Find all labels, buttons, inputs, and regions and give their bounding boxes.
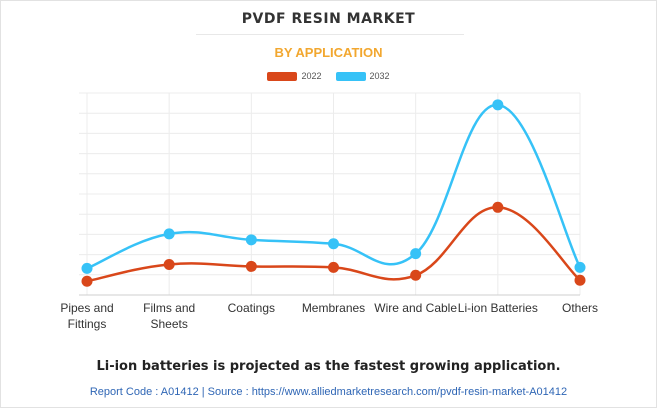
data-point-2032[interactable]: [410, 248, 422, 260]
x-tick-label: Others: [562, 301, 598, 315]
series-line-2032: [86, 103, 582, 270]
legend-item-2022[interactable]: 2022: [267, 71, 322, 81]
data-point-2022[interactable]: [81, 275, 93, 287]
data-point-2022[interactable]: [328, 261, 339, 273]
legend-swatch-2022: [267, 71, 298, 81]
x-tick-label: Li-ion Batteries: [458, 301, 538, 315]
legend-label-2032: 2032: [369, 71, 390, 81]
x-tick-label-line: Coatings: [228, 301, 275, 315]
chart-subtitle: BY APPLICATION: [274, 45, 383, 60]
x-tick-label-line: Others: [562, 301, 598, 315]
data-point-2022[interactable]: [245, 260, 257, 272]
x-tick-label-line: Films and: [143, 301, 195, 315]
x-tick-label-line: Li-ion Batteries: [458, 301, 538, 315]
data-point-2032[interactable]: [328, 238, 339, 250]
x-tick-label: Wire and Cable: [374, 301, 457, 315]
x-axis-tick-labels: Pipes and Fittings Films and Sheets Coatings…: [60, 301, 598, 331]
data-point-2032[interactable]: [81, 262, 93, 274]
x-tick-label-line: Fittings: [68, 317, 107, 331]
data-point-2022[interactable]: [492, 201, 504, 213]
legend-swatch-2032: [335, 71, 366, 81]
series-layer: [81, 99, 586, 287]
data-point-2032[interactable]: [492, 99, 504, 111]
chart-title: PVDF RESIN MARKET: [241, 11, 416, 27]
x-tick-label-line: Sheets: [150, 317, 187, 331]
x-tick-label-line: Pipes and: [60, 301, 113, 315]
data-point-2032[interactable]: [574, 261, 586, 273]
key-insight-text: Li-ion batteries is projected as the fas…: [96, 359, 561, 374]
source-link[interactable]: Report Code : A01412 | Source : https://…: [89, 386, 568, 398]
title-divider: [196, 34, 464, 35]
legend-item-2032[interactable]: 2032: [335, 71, 390, 81]
x-tick-label: Coatings: [228, 301, 275, 315]
x-tick-label: Films and Sheets: [143, 301, 195, 331]
data-point-2022[interactable]: [410, 269, 422, 281]
data-point-2032[interactable]: [163, 228, 175, 240]
x-tick-label: Pipes and Fittings: [60, 301, 113, 331]
data-point-2022[interactable]: [163, 258, 175, 270]
data-point-2032[interactable]: [245, 234, 257, 246]
chart-legend: 2022 2032: [1, 71, 656, 81]
x-tick-label-line: Wire and Cable: [374, 301, 457, 315]
x-tick-label-line: Membranes: [302, 301, 365, 315]
legend-label-2022: 2022: [301, 71, 322, 81]
x-tick-label: Membranes: [302, 301, 365, 315]
data-point-2022[interactable]: [574, 274, 586, 286]
